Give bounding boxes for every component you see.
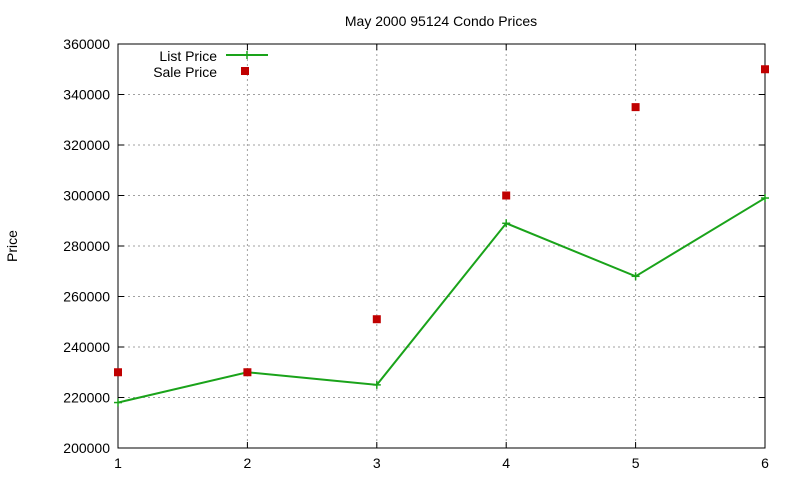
x-tick-label: 5	[632, 455, 640, 471]
y-tick-label: 300000	[63, 188, 110, 204]
y-tick-label: 200000	[63, 440, 110, 456]
legend-entry: Sale Price	[153, 64, 249, 80]
x-tick-label: 3	[373, 455, 381, 471]
data-point	[114, 368, 122, 377]
data-point	[761, 65, 769, 74]
y-axis-title: Price	[4, 230, 20, 262]
y-tick-label: 360000	[63, 36, 110, 52]
x-tick-label: 1	[114, 455, 122, 471]
y-tick-label: 220000	[63, 390, 110, 406]
chart-title: May 2000 95124 Condo Prices	[345, 13, 537, 29]
data-point	[631, 272, 640, 281]
y-tick-label: 260000	[63, 289, 110, 305]
y-tick-label: 340000	[63, 87, 110, 103]
data-point	[761, 194, 769, 203]
data-point	[114, 398, 122, 407]
series-list-price	[114, 194, 769, 407]
plot-frame	[117, 43, 766, 449]
series-sale-price	[114, 65, 769, 377]
legend-label: Sale Price	[153, 64, 217, 80]
data-point	[631, 103, 640, 112]
data-point	[502, 191, 511, 200]
x-tick-label: 2	[244, 455, 252, 471]
series-layer	[114, 65, 769, 407]
legend-marker	[243, 51, 251, 59]
legend-entry: List Price	[159, 48, 268, 64]
grid	[118, 44, 765, 448]
data-point	[243, 368, 252, 377]
x-tick-label: 4	[502, 455, 510, 471]
x-tick-label: 6	[761, 455, 769, 471]
legend-label: List Price	[159, 48, 217, 64]
legend-marker	[241, 67, 249, 75]
data-point	[502, 219, 511, 228]
data-point	[372, 380, 381, 389]
y-tick-label: 240000	[63, 339, 110, 355]
y-tick-label: 320000	[63, 137, 110, 153]
axes: 200000 220000 240000 260000 280000 300000 3200…	[63, 36, 769, 471]
series-line	[117, 197, 766, 404]
y-tick-label: 280000	[63, 238, 110, 254]
data-point	[372, 315, 381, 324]
